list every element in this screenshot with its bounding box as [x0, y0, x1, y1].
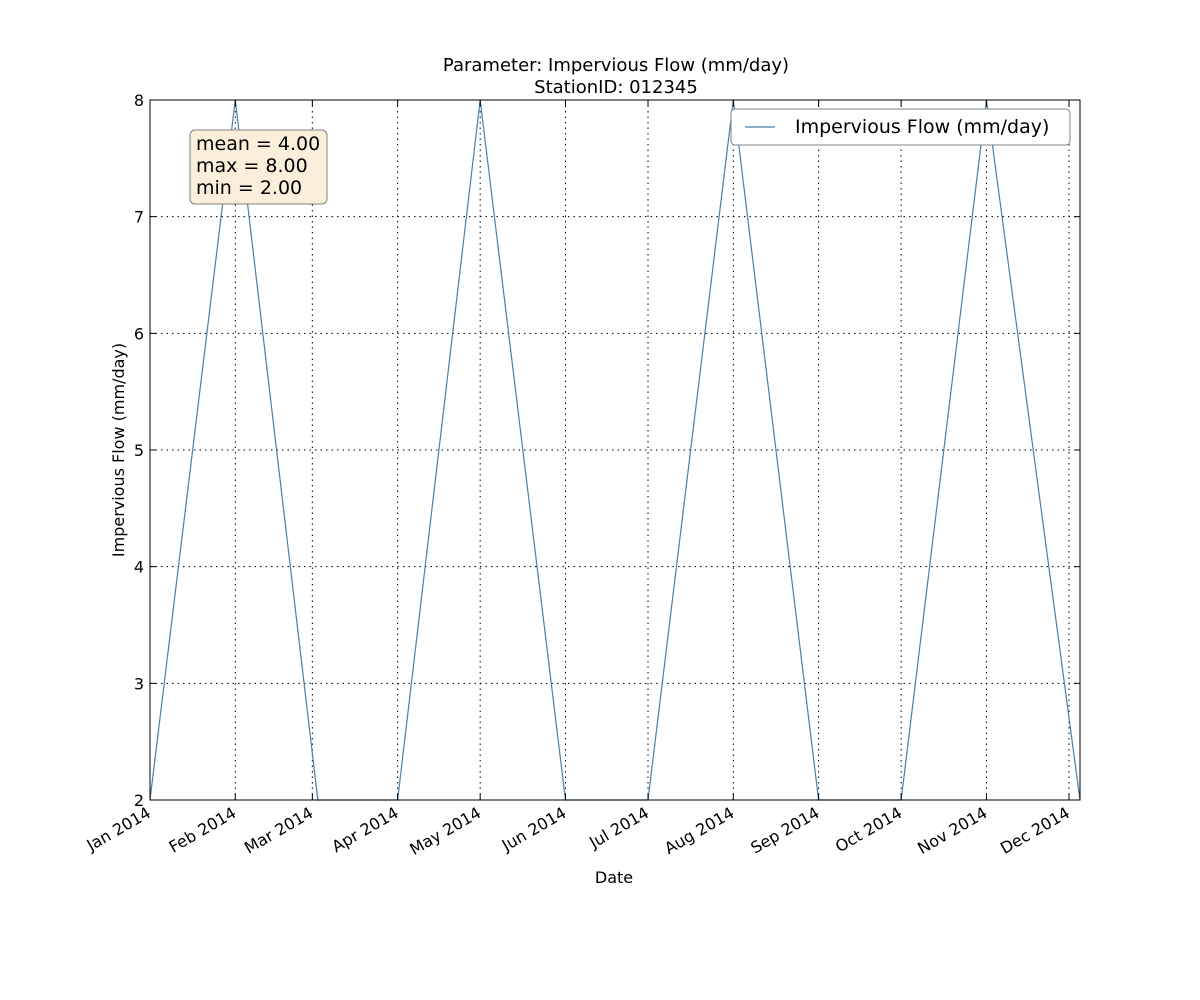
chart-subtitle-text: StationID: 012345	[534, 77, 698, 98]
y-tick-label: 3	[134, 674, 144, 693]
x-tick-label: Jul 2014	[585, 803, 652, 853]
x-tick-label: Dec 2014	[997, 803, 1073, 858]
x-tick-label: Feb 2014	[166, 803, 240, 857]
stats-line: min = 2.00	[196, 177, 302, 199]
x-axis-label: Date	[595, 868, 633, 887]
x-tick-label: Nov 2014	[914, 803, 990, 858]
series-line	[149, 99, 1081, 801]
y-tick-label: 7	[134, 208, 144, 227]
x-tick-label: Apr 2014	[328, 803, 401, 856]
y-tick-label: 2	[134, 791, 144, 810]
x-tick-label: Jun 2014	[498, 803, 570, 855]
plot-frame	[149, 99, 1081, 801]
x-tick-label: Mar 2014	[241, 803, 316, 857]
y-tick-label: 6	[134, 324, 144, 343]
grid	[149, 99, 1080, 801]
y-tick-label: 4	[134, 558, 144, 577]
y-tick-label: 8	[134, 91, 144, 110]
x-tick-label: Oct 2014	[832, 803, 905, 856]
legend: Impervious Flow (mm/day)	[730, 108, 1071, 146]
x-tick-labels: Jan 2014 Feb 2014 Mar 2014 Apr 2014 May 2014…	[83, 803, 1073, 859]
legend-box	[730, 108, 1071, 146]
y-axis-label: Impervious Flow (mm/day)	[109, 343, 128, 557]
x-tick-label: Aug 2014	[661, 803, 737, 858]
stats-line: mean = 4.00	[196, 133, 320, 155]
x-tick-label: May 2014	[406, 803, 484, 859]
stats-box-background	[189, 129, 328, 205]
x-tick-label: Sep 2014	[747, 803, 822, 857]
axis-ticks	[149, 99, 1080, 801]
series-layer	[149, 99, 1081, 801]
legend-label: Impervious Flow (mm/day)	[795, 116, 1049, 138]
stats-line: max = 8.00	[196, 155, 308, 177]
y-tick-label: 5	[134, 441, 144, 460]
chart-title: Parameter: Impervious Flow (mm/day) Stat…	[443, 55, 789, 98]
x-tick-label: Jan 2014	[83, 803, 154, 855]
chart-title-text: Parameter: Impervious Flow (mm/day)	[443, 55, 789, 76]
y-tick-labels: 2 3 4 5 6 7 8	[134, 91, 144, 810]
